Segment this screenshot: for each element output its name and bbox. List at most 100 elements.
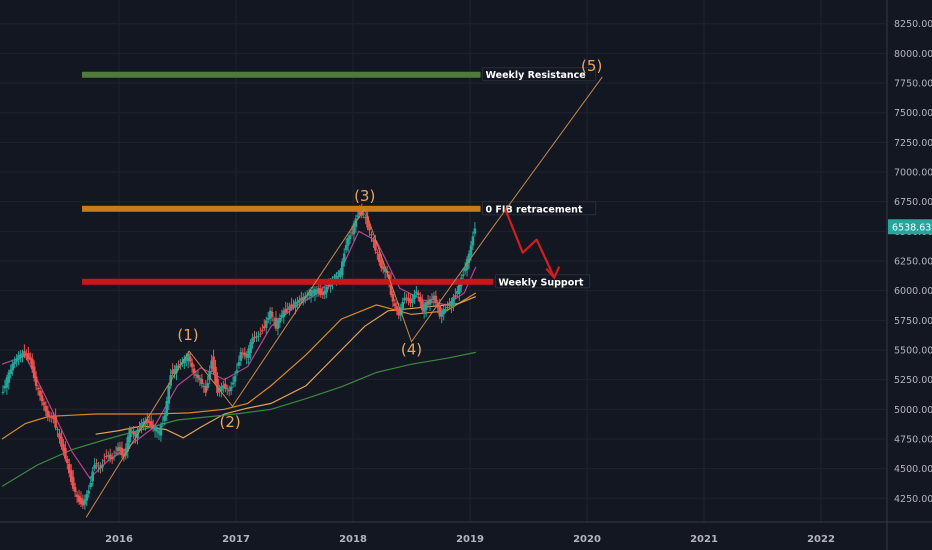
candle-body: [73, 487, 77, 492]
candle-body: [436, 303, 440, 308]
candle-body: [434, 295, 438, 303]
candle-body: [145, 419, 149, 423]
level-line: [82, 71, 481, 78]
candle-body: [67, 463, 71, 474]
candle-body: [48, 416, 52, 418]
candle-body: [87, 490, 91, 494]
projection-arrow-line: [504, 208, 556, 279]
candle-body: [23, 351, 26, 356]
candle-body: [432, 295, 436, 300]
candle-body: [30, 358, 34, 369]
candle-body: [118, 446, 122, 451]
candle-body: [106, 455, 110, 457]
candle-body: [93, 464, 96, 469]
candle-body: [56, 428, 59, 430]
candle-body: [206, 383, 210, 389]
candle-body: [5, 377, 9, 388]
y-tick-label: 7250.00: [894, 138, 932, 149]
candle-body: [11, 363, 15, 371]
candle-body: [426, 301, 430, 305]
level-label-box: [482, 201, 597, 216]
candle-body: [42, 402, 46, 406]
candle-body: [54, 415, 57, 428]
candle-body: [418, 296, 422, 303]
candle-body: [120, 447, 124, 456]
candle-body: [103, 460, 106, 462]
candle-body: [381, 266, 385, 270]
x-tick-label: 2022: [807, 534, 835, 545]
candle-body: [298, 299, 301, 303]
candle-body: [15, 358, 18, 362]
candle-body: [149, 421, 153, 427]
candle-body: [282, 310, 286, 318]
candle-body: [108, 454, 112, 459]
candle-body: [241, 352, 245, 354]
candle-body: [352, 223, 356, 235]
candle-body: [311, 290, 315, 293]
candle-body: [280, 315, 284, 318]
candle-body: [405, 297, 408, 299]
candle-body: [44, 405, 48, 412]
candle-body: [83, 499, 87, 505]
candle-body: [155, 429, 159, 432]
y-tick-label: 5000.00: [894, 405, 932, 416]
candle-body: [198, 378, 202, 380]
candle-body: [288, 306, 291, 310]
candle-body: [465, 259, 469, 270]
candle-body: [110, 457, 114, 460]
y-tick-label: 8000.00: [894, 49, 932, 60]
candle-body: [36, 387, 40, 390]
projection-arrow: [504, 208, 561, 280]
candle-body: [79, 497, 83, 504]
candle-body: [319, 288, 323, 295]
candle-body: [395, 306, 399, 311]
candle-body: [216, 378, 219, 393]
candle-body: [378, 253, 381, 262]
candle-body: [301, 297, 305, 301]
candle-body: [147, 421, 151, 424]
candle-body: [188, 356, 192, 362]
candle-body: [21, 353, 24, 357]
candle-body: [214, 366, 217, 384]
candle-body: [75, 494, 79, 497]
candle-body: [296, 301, 299, 304]
candle-body: [473, 228, 477, 234]
candle-body: [448, 304, 451, 307]
candle-body: [249, 342, 252, 353]
level-label: Weekly Resistance: [486, 70, 586, 81]
level-line: [82, 278, 494, 285]
candle-body: [344, 245, 348, 251]
candle-body: [321, 291, 325, 295]
candle-body: [261, 330, 264, 332]
candle-body: [397, 308, 401, 316]
candle-body: [467, 253, 471, 263]
candle-body: [114, 452, 118, 454]
grid: [0, 0, 887, 522]
candle-body: [186, 353, 190, 362]
candle-body: [194, 374, 198, 376]
candle-body: [227, 389, 231, 392]
candle-body: [245, 354, 249, 358]
elliott-wave-line: [85, 76, 603, 518]
moving-average-line: [1, 351, 476, 487]
candle-body: [461, 274, 465, 277]
candle-body: [417, 292, 420, 296]
candle-body: [239, 351, 243, 361]
candle-body: [222, 385, 225, 388]
candle-body: [403, 297, 406, 301]
moving-average-line: [1, 230, 477, 480]
candle-body: [391, 294, 395, 302]
candle-body: [233, 375, 237, 382]
candle-body: [253, 336, 256, 339]
candle-body: [362, 213, 366, 215]
candle-body: [99, 466, 102, 469]
wave-label: (1): [177, 326, 198, 344]
candle-body: [28, 357, 32, 360]
candle-body: [401, 302, 405, 310]
candle-body: [370, 234, 373, 236]
candle-body: [204, 385, 208, 393]
candle-body: [66, 459, 69, 464]
candle-body: [413, 294, 416, 299]
